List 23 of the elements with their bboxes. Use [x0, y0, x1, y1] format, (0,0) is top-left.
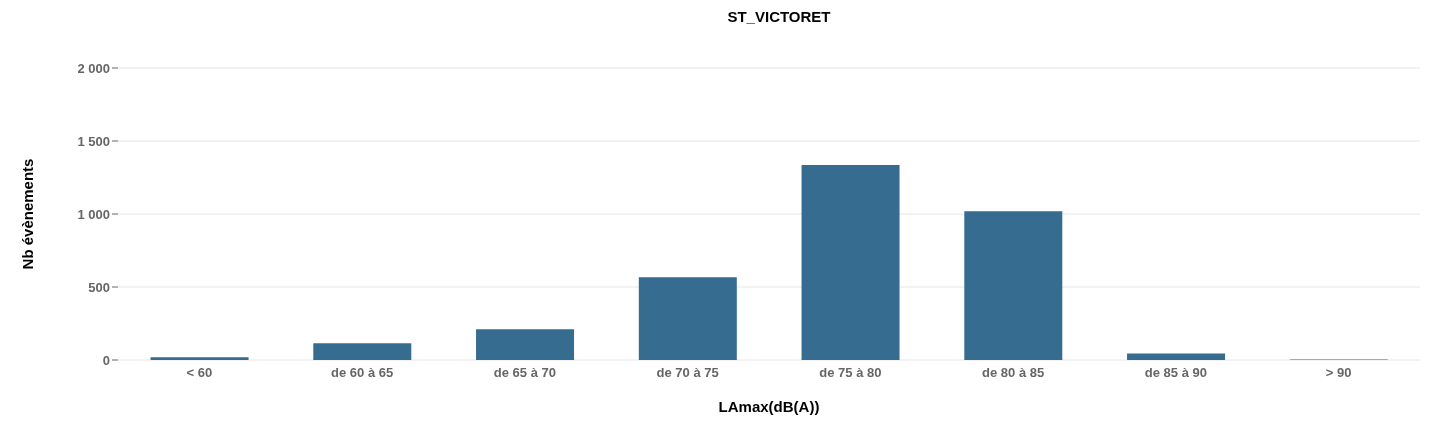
x-tick-label: de 65 à 70 [493, 365, 556, 381]
x-tick-label: > 90 [1325, 365, 1352, 381]
bar [638, 277, 737, 360]
y-tick-label: 1 500 [77, 133, 110, 149]
y-tick-label: 500 [88, 279, 110, 295]
x-tick-label: de 75 à 80 [819, 365, 882, 381]
bar [801, 164, 900, 360]
bar [150, 357, 249, 360]
chart-title: ST_VICTORET [726, 8, 832, 27]
bar [313, 343, 412, 360]
y-tick-label: 2 000 [77, 60, 110, 76]
bar [964, 211, 1063, 360]
x-axis-title: LAmax(dB(A)) [718, 398, 820, 415]
x-tick-label: de 60 à 65 [331, 365, 394, 381]
x-tick-label: < 60 [186, 365, 213, 381]
bar [476, 329, 575, 360]
x-tick-label: de 85 à 90 [1144, 365, 1207, 381]
y-tick-label: 0 [102, 352, 110, 368]
bar [1127, 353, 1226, 360]
x-tick-label: de 70 à 75 [656, 365, 719, 381]
y-axis-title: Nb évènements [19, 158, 37, 270]
y-tick-label: 1 000 [77, 206, 110, 222]
x-tick-label: de 80 à 85 [982, 365, 1045, 381]
